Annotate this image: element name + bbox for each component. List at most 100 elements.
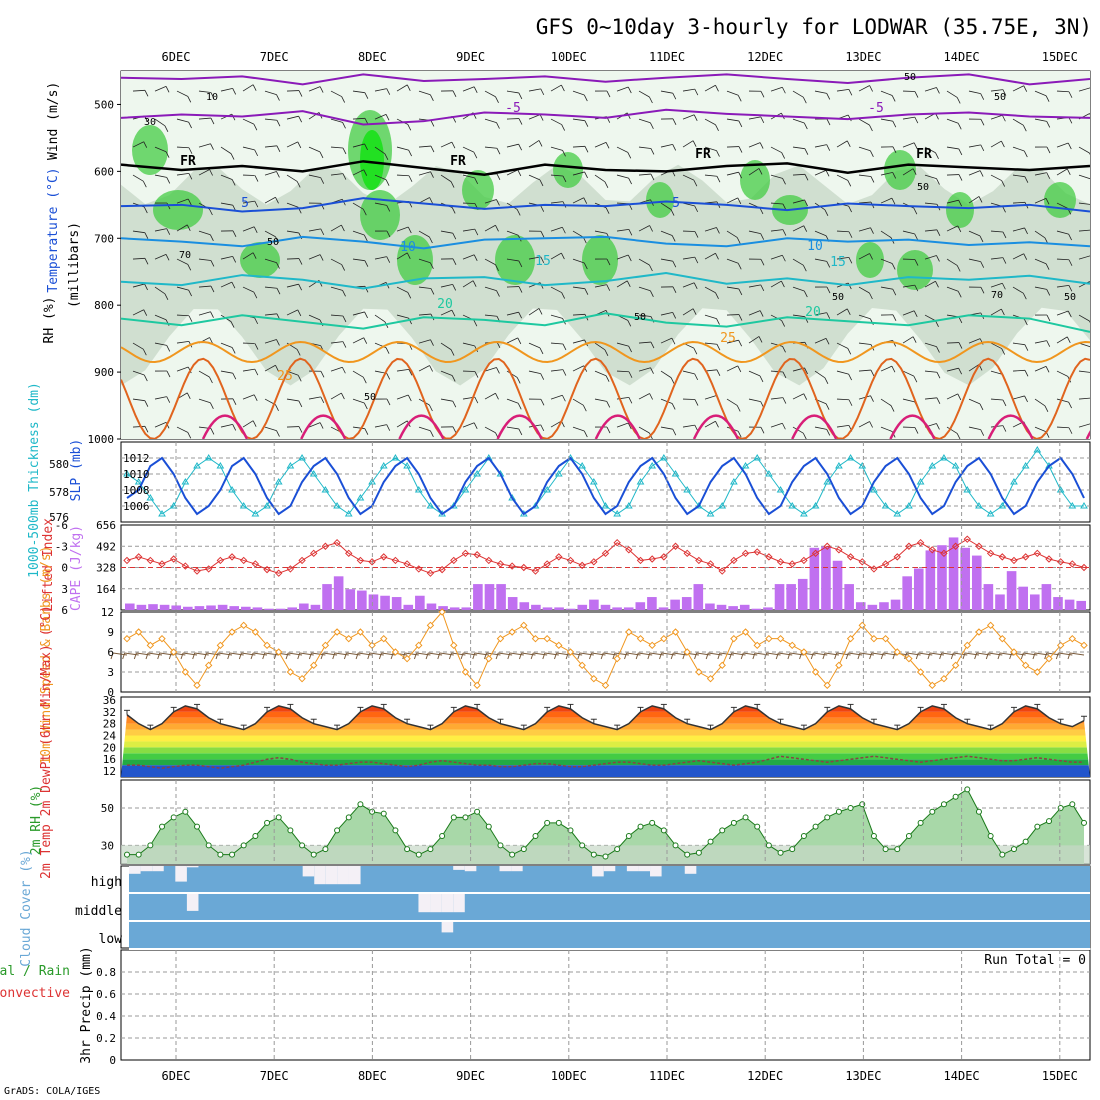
- wind10-barb: [299, 652, 314, 656]
- wind10-barb: [999, 652, 1015, 656]
- wind10-barb-flag: [262, 652, 266, 660]
- wind-barb: [1056, 258, 1070, 261]
- isotherm-label: 15: [535, 254, 551, 269]
- wind-barb-flag: [320, 177, 325, 184]
- wind-barb-flag: [736, 237, 741, 244]
- wind-barb-flag: [781, 320, 786, 327]
- wind-barb-flag: [452, 232, 457, 240]
- wind-barb: [396, 84, 408, 92]
- date-gridlines: [175, 442, 1061, 1060]
- cape-bar: [159, 604, 170, 610]
- ylabel-slp: SLP (mb): [69, 439, 84, 502]
- rh2m-point: [975, 808, 982, 815]
- wind-barb-flag: [540, 205, 545, 212]
- thickness-point: [274, 478, 283, 485]
- wind-barb-flag: [782, 255, 786, 262]
- wind-barb: [946, 426, 958, 434]
- wind-barb-flag: [626, 112, 631, 120]
- wind-barb-flag: [231, 179, 236, 186]
- wind-barb: [792, 286, 805, 292]
- rh-blob: [646, 182, 674, 218]
- wind-barb: [594, 342, 606, 351]
- wind-barb-flag: [472, 280, 477, 287]
- wind-barb: [858, 201, 871, 204]
- wind10-barb: [229, 652, 244, 656]
- wind-barb-flag: [187, 264, 192, 271]
- wind10-barb: [906, 652, 921, 656]
- wind-barb: [330, 118, 343, 123]
- wind-barb-flag: [452, 284, 457, 291]
- wind-barb: [484, 367, 497, 372]
- wind10-barb: [428, 652, 443, 656]
- wind-barb-flag: [738, 314, 743, 321]
- wind-barb: [132, 141, 144, 148]
- wind10-point: [811, 668, 820, 676]
- wind-barb: [264, 313, 277, 316]
- wind10-point: [391, 648, 400, 656]
- cape-bar: [1053, 597, 1063, 610]
- rh-contour-label: 50: [917, 182, 929, 193]
- wind-barb: [484, 286, 497, 291]
- cape-bar: [879, 602, 889, 610]
- wind-barb-flag: [605, 207, 610, 214]
- wind-barb: [528, 256, 541, 260]
- ylabel-rh2m: 2m RH (%): [29, 785, 44, 855]
- wind-barb-flag: [430, 145, 435, 153]
- wind-barb: [550, 394, 563, 400]
- cloud-gap: [337, 866, 349, 885]
- rh2m-point: [1045, 818, 1052, 825]
- cape-bar: [264, 608, 274, 610]
- ylabel-lifted-index: Lifted Index: [41, 518, 56, 612]
- wind-barb-flag: [1046, 146, 1051, 154]
- wind-barb-flag: [275, 197, 279, 204]
- cloud-panel: [129, 866, 1090, 950]
- wind-barb: [1012, 342, 1025, 346]
- wind-barb-flag: [980, 93, 985, 100]
- rh2m-point: [625, 833, 632, 839]
- li-point: [835, 546, 843, 554]
- wind-barb: [836, 398, 850, 401]
- li-point: [426, 569, 435, 577]
- wind-barb: [682, 88, 695, 92]
- wind-barb: [440, 284, 453, 288]
- wind-barb: [506, 398, 519, 404]
- wind10-barb: [439, 652, 454, 656]
- wind-barb-flag: [891, 197, 896, 205]
- wind-barb-flag: [209, 208, 213, 216]
- rh-blob: [132, 125, 168, 175]
- isotherm-35C: [300, 414, 347, 439]
- wind10-point: [333, 628, 341, 636]
- wind-barb: [484, 224, 496, 232]
- wind10-barb: [754, 652, 769, 656]
- wind-barb: [946, 342, 960, 344]
- wind10-barb: [649, 652, 664, 656]
- wind10-point: [695, 668, 703, 676]
- wind-barb: [836, 140, 848, 148]
- wind-barb: [902, 284, 915, 288]
- cape-bar: [125, 603, 135, 610]
- wind-barb: [572, 398, 584, 406]
- wind-barb-flag: [210, 428, 215, 435]
- thickness-line: [126, 449, 1084, 515]
- ytick-li: 6: [61, 604, 68, 617]
- wind10-point: [1021, 661, 1030, 670]
- wind-barb-flag: [385, 179, 390, 186]
- wind10-barb-flag: [273, 652, 277, 660]
- wind-barb: [682, 174, 695, 181]
- wind-barb-flag: [276, 145, 281, 153]
- wind-barb-flag: [276, 430, 280, 437]
- wind-barb: [616, 174, 629, 179]
- wind-barb-flag: [276, 120, 281, 127]
- thickness-point: [298, 454, 306, 461]
- wind-barb: [352, 370, 364, 378]
- ytick-temp: 28: [103, 718, 116, 731]
- wind-barb-flag: [869, 124, 873, 132]
- wind10-barb-flag: [1020, 652, 1024, 660]
- ytick-temp: 32: [103, 706, 116, 719]
- li-point: [450, 556, 458, 565]
- wind10-point: [963, 641, 972, 650]
- wind-barb-flag: [342, 122, 346, 129]
- wind-barb-flag: [935, 152, 939, 159]
- wind-barb-flag: [1067, 310, 1072, 318]
